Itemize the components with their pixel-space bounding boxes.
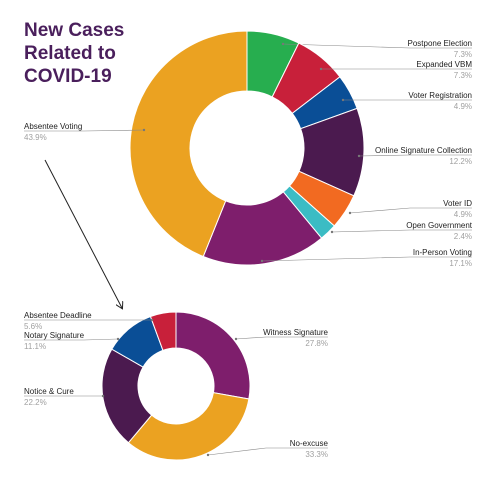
leader-dot-notary-signature bbox=[116, 337, 120, 341]
leader-line-postpone-election bbox=[282, 43, 472, 49]
leader-dot-notice-cure bbox=[101, 394, 105, 398]
leader-dot-voter-id bbox=[348, 211, 352, 215]
slice-label-voter-id: Voter ID bbox=[443, 199, 472, 208]
slice-percent-expanded-vbm: 7.3% bbox=[454, 71, 472, 80]
slice-no-excuse[interactable] bbox=[127, 392, 250, 461]
slice-absentee-deadline[interactable] bbox=[149, 311, 177, 351]
slice-label-online-signature-collection: Online Signature Collection bbox=[375, 146, 472, 155]
slice-percent-postpone-election: 7.3% bbox=[454, 50, 472, 59]
leader-dot-postpone-election bbox=[281, 42, 285, 46]
leader-dot-expanded-vbm bbox=[319, 67, 323, 71]
slice-percent-no-excuse: 33.3% bbox=[305, 450, 328, 459]
slice-absentee-voting[interactable] bbox=[129, 30, 248, 258]
slice-percent-voter-registration: 4.9% bbox=[454, 102, 472, 111]
slice-percent-open-government: 2.4% bbox=[454, 232, 472, 241]
slice-percent-witness-signature: 27.8% bbox=[305, 339, 328, 348]
slice-label-absentee-voting: Absentee Voting bbox=[24, 122, 82, 131]
slice-label-voter-registration: Voter Registration bbox=[408, 91, 472, 100]
leader-line-no-excuse bbox=[207, 447, 328, 456]
leader-dot-absentee-voting bbox=[142, 128, 146, 132]
leader-line-absentee-voting bbox=[24, 129, 145, 132]
leader-dot-online-signature-collection bbox=[357, 154, 361, 158]
slice-label-in-person-voting: In-Person Voting bbox=[413, 248, 472, 257]
slice-label-no-excuse: No-excuse bbox=[290, 439, 329, 448]
leader-dot-witness-signature bbox=[234, 337, 238, 341]
leader-line-witness-signature bbox=[235, 336, 328, 340]
slice-percent-in-person-voting: 17.1% bbox=[449, 259, 472, 268]
slice-label-absentee-deadline: Absentee Deadline bbox=[24, 311, 92, 320]
leader-line-in-person-voting bbox=[261, 256, 472, 262]
slice-percent-voter-id: 4.9% bbox=[454, 210, 472, 219]
leader-line-voter-id bbox=[349, 207, 472, 214]
donut-chart-absentee-breakdown: Witness Signature 27.8% No-excuse 33.3% Noti… bbox=[24, 311, 329, 461]
slice-percent-absentee-deadline: 5.6% bbox=[24, 322, 42, 331]
leader-dot-voter-registration bbox=[341, 98, 345, 102]
leader-line-online-signature-collection bbox=[358, 154, 472, 157]
slice-label-open-government: Open Government bbox=[406, 221, 473, 230]
slice-label-notary-signature: Notary Signature bbox=[24, 331, 85, 340]
chart-title-line-2: Related to bbox=[24, 43, 116, 64]
slice-percent-notice-cure: 22.2% bbox=[24, 398, 47, 407]
slice-label-notice-cure: Notice & Cure bbox=[24, 387, 74, 396]
leader-line-open-government bbox=[331, 229, 472, 233]
leader-dot-absentee-deadline bbox=[150, 318, 154, 322]
slice-percent-online-signature-collection: 12.2% bbox=[449, 157, 472, 166]
slice-label-expanded-vbm: Expanded VBM bbox=[416, 60, 472, 69]
leader-dot-no-excuse bbox=[206, 453, 210, 457]
leader-line-notary-signature bbox=[24, 338, 119, 341]
connector-arrow bbox=[44, 159, 122, 308]
chart-title-line-1: New Cases bbox=[24, 20, 125, 41]
slice-percent-notary-signature: 11.1% bbox=[24, 342, 46, 351]
slice-percent-absentee-voting: 43.9% bbox=[24, 133, 47, 142]
slice-label-postpone-election: Postpone Election bbox=[408, 39, 473, 48]
leader-dot-in-person-voting bbox=[260, 259, 264, 263]
leader-dot-open-government bbox=[330, 230, 334, 234]
slice-witness-signature[interactable] bbox=[175, 311, 251, 400]
slice-label-witness-signature: Witness Signature bbox=[263, 328, 328, 337]
chart-title-line-3: COVID-19 bbox=[24, 66, 112, 87]
